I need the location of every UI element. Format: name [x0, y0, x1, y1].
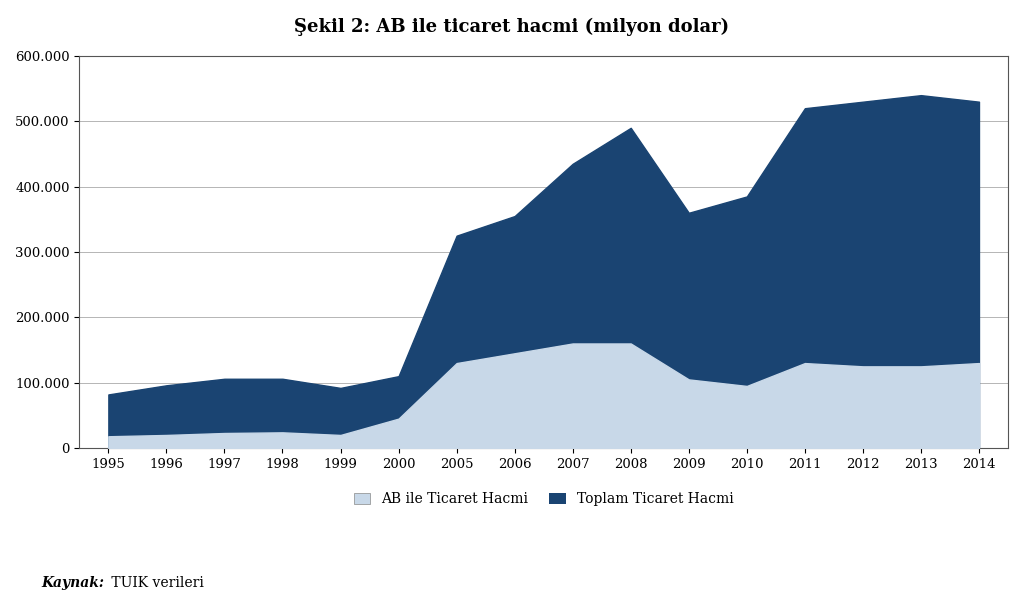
Text: Kaynak:: Kaynak:: [41, 576, 104, 590]
Legend: AB ile Ticaret Hacmi, Toplam Ticaret Hacmi: AB ile Ticaret Hacmi, Toplam Ticaret Hac…: [348, 486, 740, 512]
Text: Şekil 2: AB ile ticaret hacmi (milyon dolar): Şekil 2: AB ile ticaret hacmi (milyon do…: [294, 18, 729, 36]
Text: TUIK verileri: TUIK verileri: [107, 576, 205, 590]
